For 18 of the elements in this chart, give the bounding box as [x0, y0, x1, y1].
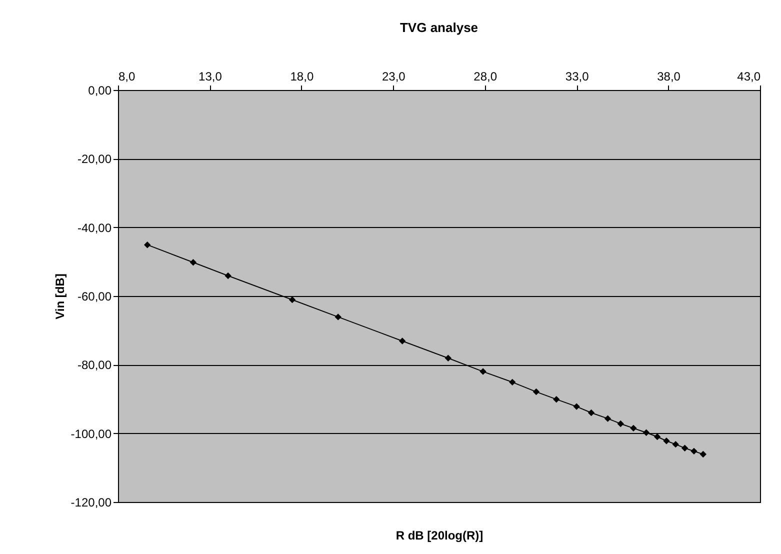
y-tick-label: -40,00	[77, 220, 112, 235]
x-tick-label: 18,0	[290, 70, 314, 84]
y-tick-label: -120,00	[70, 496, 112, 510]
x-axis-title: R dB [20log(R)]	[396, 528, 484, 542]
y-tick-label: -60,00	[77, 290, 112, 304]
x-tick-label: 33,0	[565, 70, 590, 84]
y-axis-title: Vin [dB]	[52, 274, 67, 320]
chart-title: TVG analyse	[400, 20, 478, 35]
x-tick-label: 8,0	[118, 70, 136, 84]
y-tick-label: -20,00	[77, 152, 112, 166]
x-tick-label: 43,0	[737, 70, 761, 84]
y-tick-label: 0,00	[88, 84, 112, 98]
x-tick-label: 13,0	[198, 70, 222, 84]
x-tick-label: 38,0	[657, 70, 681, 84]
y-tick-label: -100,00	[70, 426, 112, 441]
y-tick-label: -80,00	[77, 358, 112, 372]
x-tick-label: 23,0	[382, 70, 406, 84]
x-tick-label: 28,0	[474, 70, 498, 84]
